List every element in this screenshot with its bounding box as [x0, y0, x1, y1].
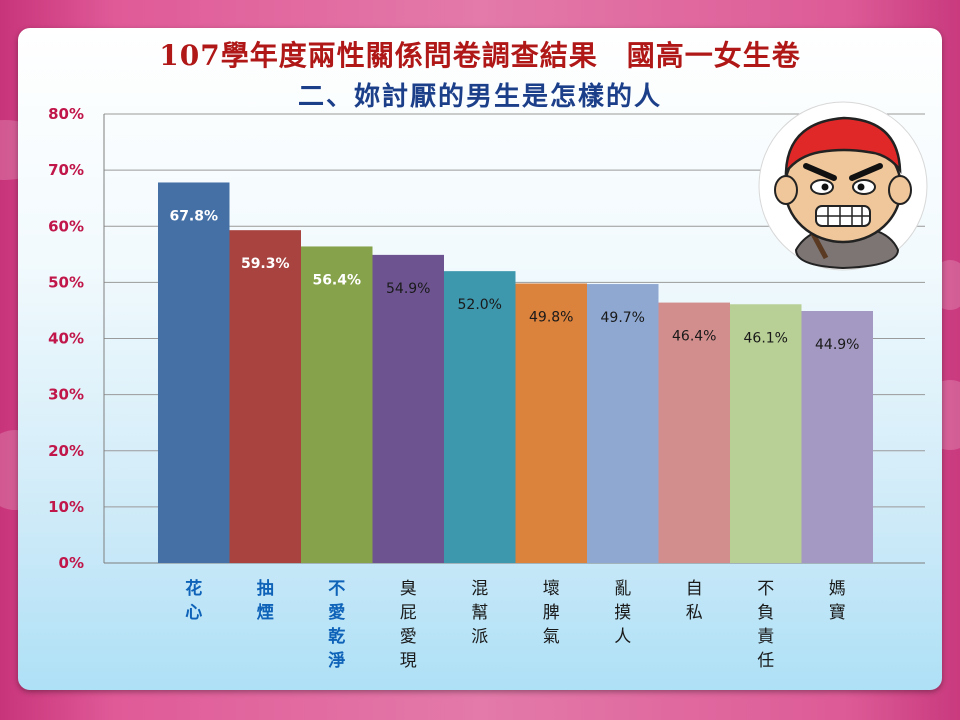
data-label: 54.9%: [386, 281, 430, 297]
y-tick-label: 50%: [48, 273, 84, 291]
bar-3: [301, 246, 373, 563]
bar-9: [730, 304, 802, 563]
x-category-label: 壞脾氣: [543, 579, 560, 647]
bar-2: [229, 230, 301, 563]
y-tick-label: 80%: [48, 105, 84, 123]
x-category-label: 不負責任: [757, 579, 774, 671]
x-category-label: 亂摸人: [614, 579, 631, 647]
data-label: 56.4%: [312, 272, 361, 288]
data-label: 49.7%: [601, 310, 645, 326]
x-category-label: 花心: [185, 578, 202, 623]
y-tick-label: 40%: [48, 330, 84, 348]
data-label: 67.8%: [169, 208, 218, 224]
angry-boy-face-illustration: [758, 101, 928, 271]
data-label: 46.4%: [672, 329, 716, 345]
x-category-label: 媽寶: [829, 579, 846, 623]
y-tick-label: 60%: [48, 217, 84, 235]
y-tick-label: 10%: [48, 498, 84, 516]
y-tick-label: 30%: [48, 386, 84, 404]
bar-7: [587, 284, 659, 563]
slide-subtitle: 二、妳討厭的男生是怎樣的人: [297, 82, 662, 112]
x-category-label: 自私: [686, 579, 703, 623]
y-tick-label: 70%: [48, 161, 84, 179]
x-category-label: 混幫派: [471, 579, 488, 647]
data-label: 44.9%: [815, 337, 859, 353]
y-tick-label: 0%: [59, 554, 84, 572]
slide-title: 107學年度兩性關係問卷調查結果 國高一女生卷: [159, 39, 801, 72]
y-tick-label: 20%: [48, 442, 84, 460]
bar-8: [658, 302, 730, 563]
bar-1: [158, 182, 230, 563]
data-label: 59.3%: [241, 256, 290, 272]
bar-10: [801, 310, 873, 563]
x-category-label: 抽煙: [257, 578, 274, 623]
x-category-label: 臭屁愛現: [400, 579, 417, 671]
bar-4: [372, 254, 444, 563]
data-label: 52.0%: [458, 297, 502, 313]
bar-5: [444, 271, 516, 563]
x-category-label: 不愛乾淨: [328, 579, 345, 671]
bar-6: [515, 283, 587, 563]
data-label: 46.1%: [744, 330, 788, 346]
data-label: 49.8%: [529, 309, 573, 325]
